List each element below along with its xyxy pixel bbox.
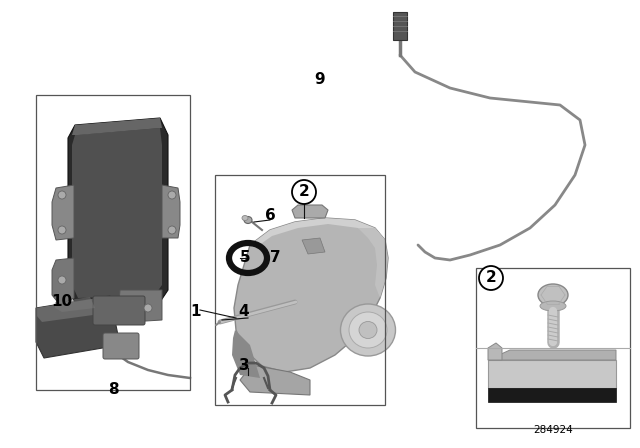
Circle shape [292,180,316,204]
Ellipse shape [242,215,248,220]
Polygon shape [488,343,502,360]
Polygon shape [118,290,162,322]
Circle shape [58,226,66,234]
Bar [476,268,630,428]
Bar [215,175,385,405]
Ellipse shape [540,301,566,311]
Circle shape [479,266,503,290]
Polygon shape [292,205,328,218]
Polygon shape [234,218,388,372]
FancyBboxPatch shape [93,296,145,325]
Text: 2: 2 [299,185,309,199]
Ellipse shape [538,284,568,306]
Ellipse shape [340,304,396,356]
Polygon shape [358,228,388,298]
Circle shape [144,304,152,312]
Polygon shape [72,128,162,298]
Polygon shape [36,296,115,322]
Polygon shape [488,350,616,360]
Polygon shape [162,185,180,238]
Text: 3: 3 [239,358,250,372]
Text: 2: 2 [486,271,497,285]
Text: 4: 4 [239,305,250,319]
Text: 9: 9 [315,73,325,87]
Polygon shape [232,330,260,378]
Text: 8: 8 [108,383,118,397]
Circle shape [58,191,66,199]
Text: 10: 10 [51,294,72,310]
Circle shape [58,276,66,284]
Ellipse shape [349,312,387,348]
Circle shape [168,226,176,234]
FancyBboxPatch shape [103,333,139,359]
Text: 1: 1 [191,305,201,319]
Bar [36,95,190,390]
Polygon shape [250,218,385,248]
Polygon shape [36,296,120,358]
Polygon shape [240,365,310,395]
Bar [488,388,616,402]
Polygon shape [55,297,95,312]
Ellipse shape [359,322,377,339]
Ellipse shape [244,216,252,224]
Polygon shape [302,238,325,254]
Polygon shape [52,258,74,305]
Text: 5: 5 [240,250,250,266]
Text: 284924: 284924 [533,425,573,435]
Bar [393,12,407,40]
Circle shape [168,191,176,199]
Bar [488,360,616,388]
Text: 7: 7 [269,250,280,266]
Polygon shape [52,185,74,240]
Text: 6: 6 [264,208,275,224]
Polygon shape [72,118,162,135]
Polygon shape [68,118,168,302]
